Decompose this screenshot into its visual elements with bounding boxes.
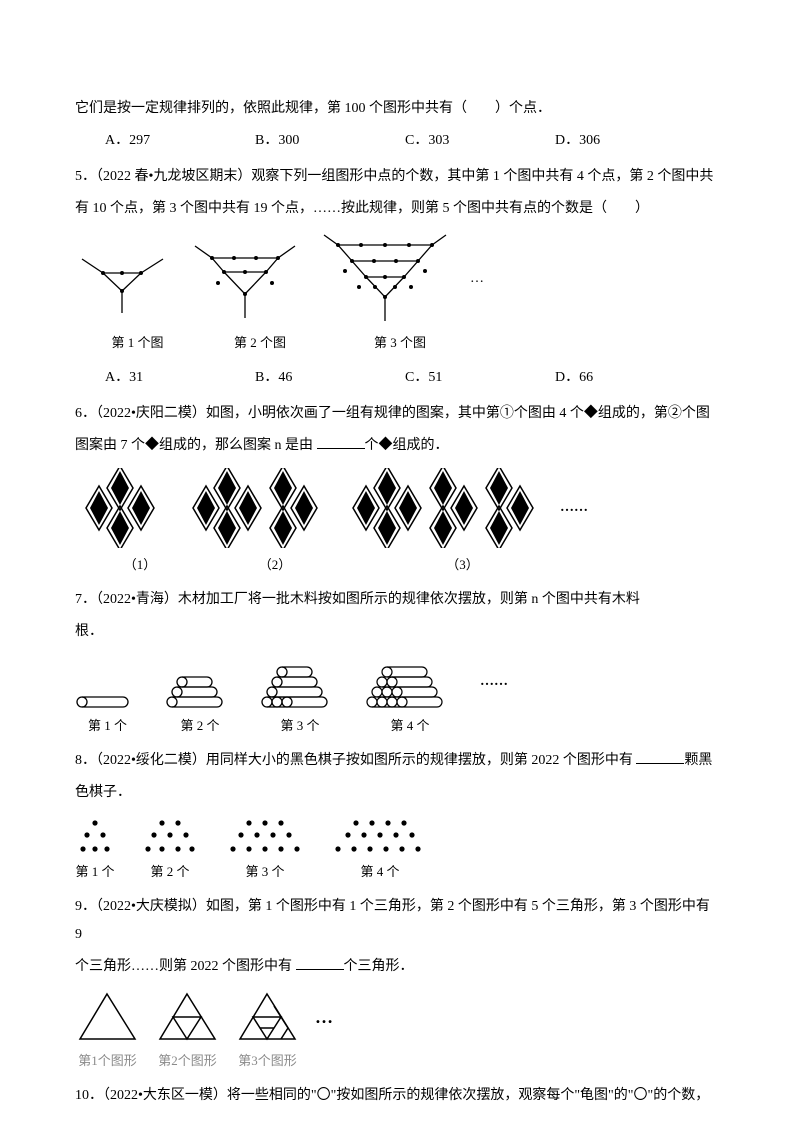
q10-stem: 10．（2022•大东区一模）将一些相同的"〇"按如图所示的规律依次摆放，观察每… (75, 1082, 719, 1110)
q5-opt-d: D．66 (555, 364, 705, 392)
q7-fig-4 (365, 654, 445, 709)
q8-fig-4 (330, 815, 430, 855)
q8-fig-3 (225, 815, 305, 855)
q8-cap-3: 第 3 个 (225, 859, 305, 885)
q9-fig-3 (235, 989, 300, 1044)
q4-options: A．297 B．300 C．303 D．306 (75, 127, 719, 155)
q6-cap-2: （2） (205, 552, 345, 578)
q5-cap-2: 第 2 个图 (205, 330, 315, 356)
q7-fig-1 (75, 664, 130, 709)
q7-cap-2: 第 2 个 (170, 713, 230, 739)
q6-fig-2 (185, 468, 325, 548)
q6-blank (317, 435, 365, 449)
q8-stem-b: 颗黑 (684, 753, 712, 768)
q9-cap-3: 第3个图形 (235, 1048, 300, 1074)
q7-fig-2 (165, 664, 225, 709)
q8-cap-4: 第 4 个 (330, 859, 430, 885)
q4-opt-b: B．300 (255, 127, 405, 155)
q7-fig-3 (260, 659, 330, 709)
q5-cap-1: 第 1 个图 (90, 330, 185, 356)
q8-captions: 第 1 个 第 2 个 第 3 个 第 4 个 (75, 859, 719, 885)
q8-fig-2 (140, 815, 200, 855)
q5-captions: 第 1 个图 第 2 个图 第 3 个图 (75, 330, 719, 356)
q7-figures: …… (75, 654, 719, 709)
q7-stem: 7．（2022•青海）木材加工厂将一批木料按如图所示的规律依次摆放，则第 n 个… (75, 586, 719, 614)
q9-cap-1: 第1个图形 (75, 1048, 140, 1074)
q6-cap-1: （1） (95, 552, 185, 578)
q5-figures: … (75, 231, 719, 326)
q9-cap-2: 第2个图形 (155, 1048, 220, 1074)
q6-stem-2: 图案由 7 个◆组成的，那么图案 n 是由 个◆组成的． (75, 432, 719, 460)
q7-stem-2: 根． (75, 618, 719, 646)
q8-fig-1 (75, 815, 115, 855)
q4-opt-a: A．297 (105, 127, 255, 155)
q9-figures: … (75, 989, 719, 1044)
q6-stem-2a: 图案由 7 个◆组成的，那么图案 n 是由 (75, 438, 317, 453)
q5-fig-2 (190, 236, 300, 326)
q6-ellipsis: …… (560, 494, 588, 522)
q5-fig-3 (320, 231, 450, 326)
q9-stem-2a: 个三角形……则第 2022 个图形中有 (75, 959, 296, 974)
q6-captions: （1） （2） （3） (75, 552, 719, 578)
q7-cap-1: 第 1 个 (80, 713, 135, 739)
q4-opt-c: C．303 (405, 127, 555, 155)
q6-cap-3: （3） (365, 552, 560, 578)
q9-ellipsis: … (315, 999, 333, 1035)
q6-stem-2b: 个◆组成的． (365, 438, 449, 453)
q4-opt-d: D．306 (555, 127, 705, 155)
q7-ellipsis: …… (480, 668, 508, 696)
q7-captions: 第 1 个 第 2 个 第 3 个 第 4 个 (75, 713, 719, 739)
q5-stem-1: 5．（2022 春•九龙坡区期末）观察下列一组图形中点的个数，其中第 1 个图中… (75, 163, 719, 191)
q9-fig-2 (155, 989, 220, 1044)
q9-blank (296, 956, 344, 970)
q5-stem-2: 有 10 个点，第 3 个图中共有 19 个点，……按此规律，则第 5 个图中共… (75, 195, 719, 223)
q5-ellipsis: … (470, 265, 484, 293)
q8-cap-1: 第 1 个 (75, 859, 115, 885)
q6-stem-1: 6．（2022•庆阳二模）如图，小明依次画了一组有规律的图案，其中第①个图由 4… (75, 400, 719, 428)
q5-opt-a: A．31 (105, 364, 255, 392)
q5-cap-3: 第 3 个图 (335, 330, 465, 356)
q7-cap-3: 第 3 个 (265, 713, 335, 739)
q8-figures (75, 815, 719, 855)
q9-stem-2b: 个三角形． (344, 959, 414, 974)
q9-fig-1 (75, 989, 140, 1044)
q9-stem-1: 9．（2022•大庆模拟）如图，第 1 个图形中有 1 个三角形，第 2 个图形… (75, 893, 719, 949)
q5-opt-b: B．46 (255, 364, 405, 392)
q8-stem-2: 色棋子． (75, 779, 719, 807)
q7-cap-4: 第 4 个 (370, 713, 450, 739)
q8-cap-2: 第 2 个 (140, 859, 200, 885)
q6-fig-1 (75, 468, 165, 548)
q9-captions: 第1个图形 第2个图形 第3个图形 (75, 1048, 719, 1074)
q5-fig-1 (75, 241, 170, 326)
q7-stem-a: 7．（2022•青海）木材加工厂将一批木料按如图所示的规律依次摆放，则第 n 个… (75, 592, 640, 607)
q4-stem: 它们是按一定规律排列的，依照此规律，第 100 个图形中共有（ ）个点． (75, 95, 719, 123)
q6-figures: …… (75, 468, 719, 548)
q8-stem-a: 8．（2022•绥化二模）用同样大小的黑色棋子按如图所示的规律摆放，则第 202… (75, 753, 636, 768)
q9-stem-2: 个三角形……则第 2022 个图形中有 个三角形． (75, 953, 719, 981)
q5-options: A．31 B．46 C．51 D．66 (75, 364, 719, 392)
q8-blank (636, 750, 684, 764)
q5-opt-c: C．51 (405, 364, 555, 392)
q8-stem-1: 8．（2022•绥化二模）用同样大小的黑色棋子按如图所示的规律摆放，则第 202… (75, 747, 719, 775)
q6-fig-3 (345, 468, 540, 548)
